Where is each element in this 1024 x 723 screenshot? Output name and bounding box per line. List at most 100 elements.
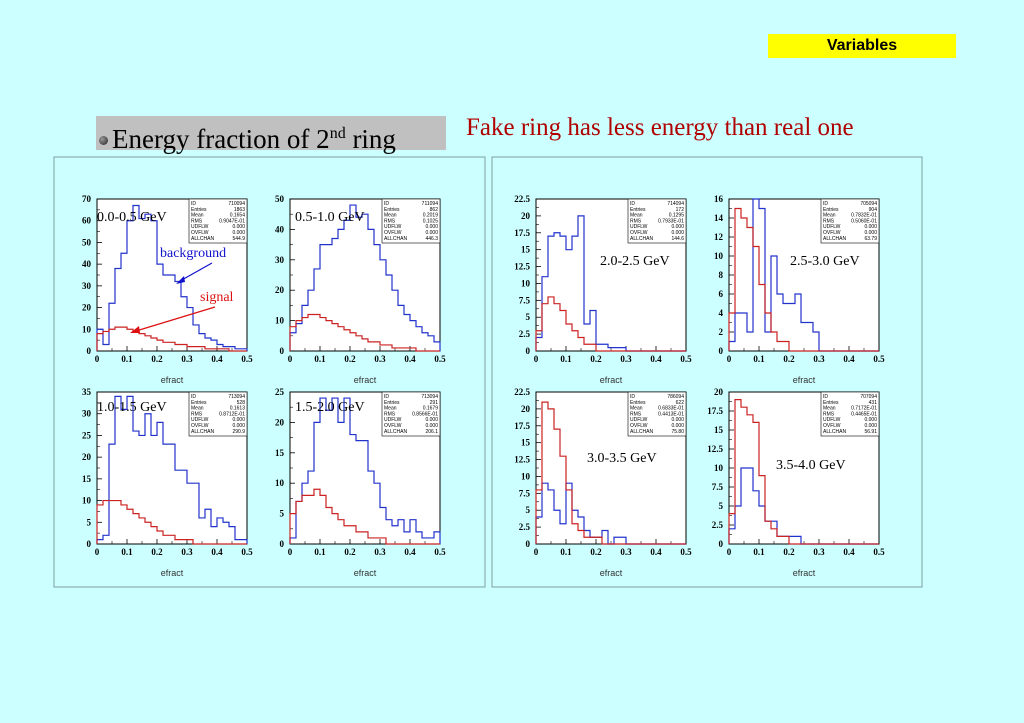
stats-key: ALLCHAN — [823, 236, 846, 242]
y-tick-label: 6 — [719, 289, 724, 299]
stats-value: 0.7172E-01 — [851, 406, 877, 412]
stats-key: OVFLW — [823, 230, 841, 236]
x-axis-label: efract — [793, 375, 816, 385]
stats-value: 904 — [869, 207, 878, 213]
stats-key: Mean — [823, 213, 836, 219]
y-tick-label: 8 — [719, 270, 724, 280]
x-tick-label: 0 — [534, 354, 539, 364]
x-tick-label: 0.3 — [620, 354, 632, 364]
stats-key: OVFLW — [191, 423, 209, 429]
y-tick-label: 10 — [521, 278, 531, 288]
stats-key: Entries — [823, 207, 839, 213]
histogram-panel-3: 0 2 4 6 8 10 12 14 16 0 0.1 0.2 0.3 0.4 0.5 efract ID 705… — [714, 194, 885, 385]
stats-key: OVFLW — [191, 230, 209, 236]
y-tick-label: 7.5 — [519, 488, 531, 498]
y-tick-label: 17.5 — [514, 421, 530, 431]
stats-value: 0.000 — [425, 230, 438, 236]
stats-value: 0.000 — [671, 224, 684, 230]
y-tick-label: 10 — [275, 316, 285, 326]
x-tick-label: 0.1 — [121, 354, 133, 364]
annotation-background-arrow — [179, 262, 213, 282]
x-tick-label: 0.3 — [813, 547, 825, 557]
stats-value: 0.000 — [671, 230, 684, 236]
stats-key: Mean — [630, 406, 643, 412]
stats-key: OVFLW — [630, 423, 648, 429]
stats-value: 713094 — [228, 394, 245, 400]
y-tick-label: 15 — [714, 425, 724, 435]
stats-key: Mean — [823, 406, 836, 412]
stats-key: RMS — [191, 218, 203, 224]
x-tick-label: 0.3 — [620, 547, 632, 557]
stats-value: 713094 — [421, 394, 438, 400]
series-background-line — [289, 204, 441, 351]
annotation-background-label: background — [160, 246, 226, 261]
bullet-heading: Energy fraction of 2nd ring — [96, 116, 446, 154]
y-tick-label: 25 — [275, 387, 285, 397]
y-tick-label: 35 — [82, 387, 92, 397]
x-axis-label: efract — [600, 375, 623, 385]
annotation-signal-arrowhead — [130, 326, 140, 333]
histogram-panel-6: 0 2.5 5 7.5 10 12.5 15 17.5 20 22.5 0 0.1 0.2 0.3 0.4 0… — [514, 387, 692, 578]
stats-value: 0.1025 — [423, 218, 439, 224]
annotation-background-arrowhead — [176, 276, 185, 284]
y-tick-label: 50 — [275, 194, 285, 204]
energy-range-label: 1.5-2.0 GeV — [295, 400, 365, 415]
stats-key: ID — [384, 201, 389, 207]
stats-key: ALLCHAN — [191, 429, 214, 435]
x-tick-label: 0.5 — [873, 354, 885, 364]
stats-key: Mean — [630, 213, 643, 219]
bullet-text-sup: nd — [329, 125, 346, 142]
series-signal-line — [728, 207, 879, 352]
stats-key: RMS — [191, 411, 203, 417]
annotation-signal-arrow — [135, 306, 216, 332]
stats-box — [627, 198, 687, 244]
stats-value: 0.1679 — [423, 406, 439, 412]
y-tick-label: 7.5 — [519, 295, 531, 305]
stats-value: 0.000 — [864, 417, 877, 423]
x-tick-label: 0.5 — [434, 354, 446, 364]
x-tick-label: 0.3 — [181, 547, 193, 557]
x-tick-label: 0.4 — [211, 547, 223, 557]
x-tick-label: 0.2 — [783, 354, 795, 364]
stats-value: 0.7933E-01 — [658, 218, 684, 224]
stats-value: 0.4465E-01 — [851, 411, 877, 417]
stats-key: ID — [191, 394, 196, 400]
stats-key: UDFLW — [823, 417, 841, 423]
y-tick-label: 5 — [87, 517, 92, 527]
y-tick-label: 5 — [280, 509, 285, 519]
histogram-panel-1: 0 10 20 30 40 50 0 0.1 0.2 0.3 0.4 0.5 efract ID 71109… — [275, 194, 446, 385]
stats-key: UDFLW — [384, 417, 402, 423]
y-tick-label: 20 — [275, 417, 285, 427]
stats-key: RMS — [630, 218, 642, 224]
x-tick-label: 0 — [95, 547, 100, 557]
stats-value: 290.9 — [232, 429, 245, 435]
stats-key: UDFLW — [384, 224, 402, 230]
y-tick-label: 22.5 — [514, 387, 530, 397]
stats-value: 0.000 — [864, 423, 877, 429]
stats-key: RMS — [630, 411, 642, 417]
stats-value: 0.1295 — [669, 213, 685, 219]
stats-value: 711094 — [422, 201, 439, 207]
bullet-text-tail: ring — [345, 124, 396, 154]
y-tick-label: 5 — [719, 501, 724, 511]
stats-key: ID — [823, 394, 828, 400]
stats-value: 0.000 — [425, 423, 438, 429]
y-tick-label: 70 — [82, 194, 92, 204]
y-tick-label: 30 — [82, 409, 92, 419]
stats-key: RMS — [384, 218, 396, 224]
x-tick-label: 0.5 — [241, 547, 253, 557]
stats-box — [820, 198, 880, 244]
note-text: Fake ring has less energy than real one — [466, 114, 854, 141]
y-tick-label: 10 — [714, 251, 724, 261]
series-signal-line — [289, 313, 440, 352]
stats-value: 528 — [237, 400, 246, 406]
stats-key: OVFLW — [823, 423, 841, 429]
y-tick-label: 60 — [82, 216, 92, 226]
x-tick-label: 0.1 — [560, 354, 572, 364]
stats-value: 0.000 — [671, 417, 684, 423]
stats-value: 0.000 — [425, 224, 438, 230]
stats-key: UDFLW — [191, 417, 209, 423]
x-tick-label: 0 — [288, 547, 293, 557]
stats-value: 0.4413E-01 — [658, 411, 684, 417]
stats-key: UDFLW — [823, 224, 841, 230]
